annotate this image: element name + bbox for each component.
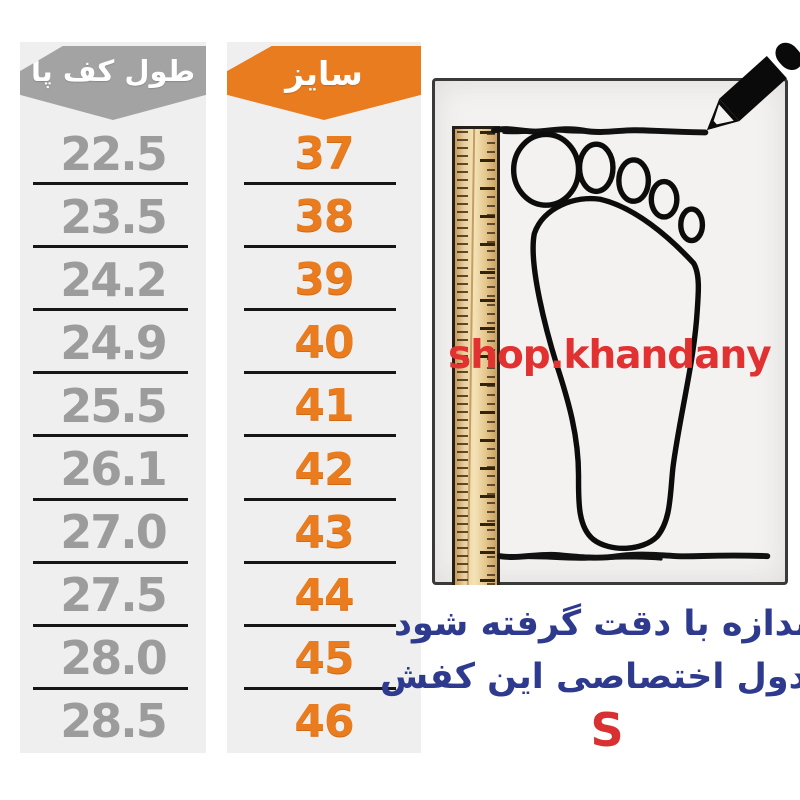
size-value: 41 — [294, 380, 354, 432]
size-cell: 43 — [227, 501, 421, 564]
length-header-label: طول کف پا — [30, 54, 196, 88]
foot-measurement-panel: shop.khandany — [432, 78, 788, 585]
ruler-ticks-right-long — [480, 131, 495, 585]
size-letter: S — [590, 703, 624, 757]
length-cell: 28.5 — [20, 690, 206, 753]
length-cell: 24.9 — [20, 311, 206, 375]
length-cell: 28.0 — [20, 627, 206, 690]
size-value: 42 — [294, 443, 354, 495]
size-rows: 37 38 39 40 41 42 43 44 45 46 — [227, 122, 421, 753]
ruler — [452, 126, 500, 585]
caption-line-1: اندازه با دقت گرفته شود — [394, 604, 800, 644]
bottom-measure-line — [496, 551, 771, 561]
length-value: 22.5 — [60, 126, 167, 181]
length-cell: 23.5 — [20, 185, 206, 249]
size-header-banner: سایز — [227, 46, 421, 120]
size-cell: 45 — [227, 627, 421, 690]
ruler-ticks-left — [457, 131, 468, 585]
size-column: سایز 37 38 39 40 41 42 43 44 45 46 — [227, 42, 421, 753]
length-cell: 25.5 — [20, 374, 206, 438]
size-cell: 39 — [227, 248, 421, 312]
size-cell: 46 — [227, 690, 421, 753]
pencil-icon — [707, 42, 800, 130]
size-value: 38 — [294, 191, 354, 243]
size-cell: 38 — [227, 185, 421, 249]
length-cell: 24.2 — [20, 248, 206, 312]
size-value: 37 — [294, 128, 354, 180]
length-cell: 22.5 — [20, 122, 206, 186]
length-value: 27.5 — [60, 568, 167, 623]
length-value: 27.0 — [60, 505, 167, 560]
length-value: 24.9 — [60, 315, 167, 370]
size-value: 46 — [294, 695, 354, 747]
caption-block: اندازه با دقت گرفته شود جدول اختصاصی این… — [380, 604, 800, 757]
length-value: 28.0 — [60, 631, 167, 686]
size-value: 45 — [294, 632, 354, 684]
length-value: 24.2 — [60, 252, 167, 307]
size-value: 40 — [294, 317, 354, 369]
watermark-text: shop.khandany — [448, 333, 772, 378]
size-cell: 42 — [227, 437, 421, 501]
size-value: 43 — [294, 506, 354, 558]
length-cell: 26.1 — [20, 437, 206, 501]
size-value: 39 — [294, 254, 354, 306]
length-value: 26.1 — [60, 442, 167, 497]
length-column: طول کف پا 22.5 23.5 24.2 24.9 25.5 26.1 … — [20, 42, 206, 753]
length-value: 23.5 — [60, 189, 167, 244]
length-header-banner: طول کف پا — [20, 46, 206, 120]
size-header-label: سایز — [285, 54, 363, 93]
size-cell: 44 — [227, 564, 421, 627]
length-value: 25.5 — [60, 378, 167, 433]
length-cell: 27.5 — [20, 564, 206, 627]
foot-outline-illustration — [491, 126, 771, 561]
size-cell: 41 — [227, 374, 421, 438]
length-cell: 27.0 — [20, 501, 206, 564]
length-rows: 22.5 23.5 24.2 24.9 25.5 26.1 27.0 27.5 … — [20, 122, 206, 753]
size-cell: 40 — [227, 311, 421, 375]
size-cell: 37 — [227, 122, 421, 186]
caption-line-2: جدول اختصاصی این کفش — [379, 657, 800, 697]
length-value: 28.5 — [60, 694, 167, 749]
size-value: 44 — [294, 569, 354, 621]
